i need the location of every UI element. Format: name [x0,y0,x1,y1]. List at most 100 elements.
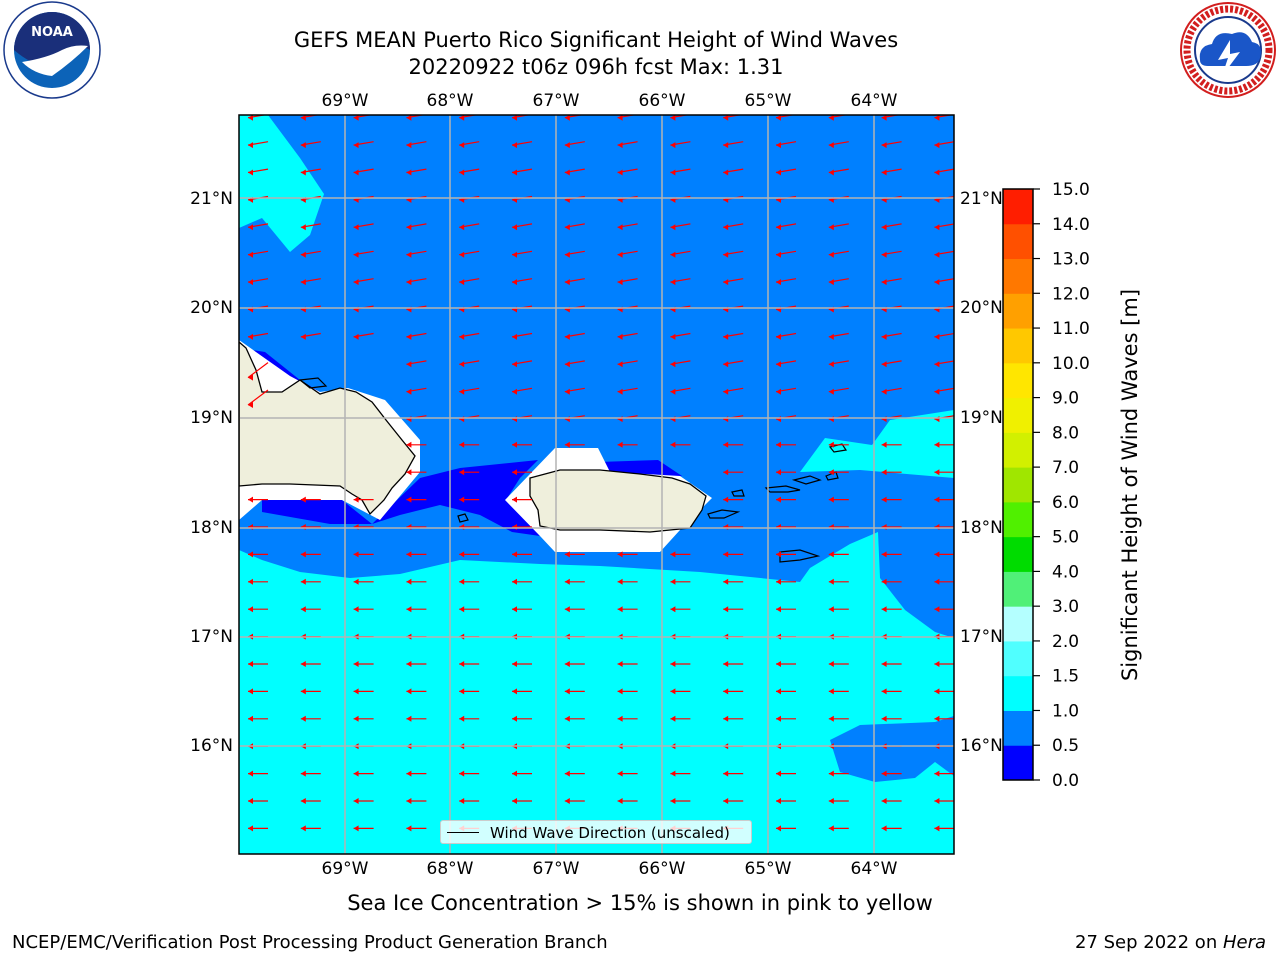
wave-direction-arrowhead [459,661,465,667]
wave-direction-arrowhead [248,551,253,558]
lat-label-right: 20°N [960,298,1003,318]
wave-direction-arrowhead [300,224,306,231]
wave-direction-arrowhead [723,279,729,286]
wave-direction-arrowhead [459,770,465,777]
noaa-logo-icon: NOAA [3,1,101,99]
wave-direction-arrowhead [617,142,623,149]
wave-direction-arrowhead [617,688,623,695]
wave-direction-arrowhead [670,224,676,231]
wave-direction-arrowhead [300,142,306,149]
lon-label-bottom: 65°W [745,859,792,879]
wave-direction-arrowhead [881,688,887,695]
wave-direction-arrowhead [406,688,412,695]
wave-direction-arrowhead [406,388,412,395]
wave-direction-arrowhead [353,770,359,777]
island-outline [731,489,745,497]
wave-direction-arrowhead [723,688,729,695]
wave-direction-arrowhead [300,715,306,722]
lon-label-top: 64°W [851,91,898,111]
wave-direction-arrowhead [934,169,940,176]
lon-label-top: 68°W [427,91,474,111]
wave-direction-arrowhead [881,551,887,558]
wave-direction-arrowhead [828,688,834,695]
wave-direction-arrowhead [723,469,729,476]
wave-direction-arrowhead [353,798,359,804]
wave-direction-arrowhead [934,224,940,231]
wave-direction-arrowhead [828,469,834,476]
wave-direction-arrowhead [300,551,306,558]
wave-direction-arrowhead [353,279,359,286]
wave-direction-arrowhead [459,279,465,286]
wave-direction-arrowhead [512,251,517,258]
island-outline [791,475,822,485]
wave-direction-arrowhead [881,825,887,832]
wave-direction-arrowhead [512,606,517,613]
wave-direction-arrowhead [776,142,781,149]
wave-direction-arrowhead [828,142,834,149]
wave-direction-arrowhead [881,251,887,258]
wave-direction-arrowhead [248,169,253,176]
wave-direction-arrowhead [881,388,887,395]
wave-direction-arrowhead [512,115,517,121]
wave-direction-arrowhead [934,606,940,613]
wave-direction-arrowhead [459,251,465,258]
wave-direction-arrowhead [670,115,676,121]
wave-direction-arrowhead [353,224,359,231]
wave-direction-arrowhead [300,606,306,613]
wave-direction-arrowhead [459,441,465,448]
wave-direction-arrowhead [300,496,306,503]
wave-direction-arrowhead [512,388,517,395]
wave-direction-arrowhead [828,825,834,832]
wave-direction-arrowhead [300,688,306,695]
wave-direction-arrowhead [353,688,359,695]
wave-direction-arrowhead [776,333,781,340]
wave-direction-arrowhead [776,388,781,395]
wave-direction-arrowhead [617,279,623,286]
wave-direction-arrowhead [776,469,781,476]
wave-direction-arrowhead [512,224,517,231]
wave-direction-arrowhead [617,388,623,395]
wave-direction-arrowhead [512,661,517,667]
wave-direction-arrowhead [406,279,412,286]
island-outline [457,513,469,523]
wave-direction-arrowhead [564,770,570,777]
wave-direction-arrowhead [881,142,887,149]
wave-direction-arrowhead [881,279,887,286]
wave-direction-arrowhead [776,496,781,503]
chart-subtitle: 20220922 t06z 096h fcst Max: 1.31 [408,55,784,79]
map-frame [238,114,955,855]
wave-direction-arrowhead [512,169,517,176]
wave-direction-arrowhead [459,551,465,558]
wave-direction-arrowhead [670,441,676,448]
wave-direction-arrowhead [300,333,306,340]
wave-direction-arrowhead [564,578,570,585]
wave-direction-arrowhead [353,715,359,722]
wave-direction-arrowhead [723,715,729,722]
wave-direction-arrowhead [300,279,306,286]
wave-direction-arrowhead [934,441,940,448]
wave-direction-arrowhead [406,169,412,176]
lat-label-left: 16°N [190,736,233,756]
wave-direction-arrowhead [564,798,570,804]
lat-label-right: 21°N [960,189,1003,209]
wave-direction-arrowhead [670,333,676,340]
wave-direction-arrowhead [934,388,940,395]
wave-direction-arrowhead [459,715,465,722]
wave-direction-arrowhead [934,798,940,804]
wave-direction-arrowhead [723,551,729,558]
wave-direction-arrowhead [723,251,729,258]
wave-direction-arrowhead [564,251,570,258]
lon-label-top: 69°W [322,91,369,111]
map-legend: Wind Wave Direction (unscaled) [440,820,752,844]
wave-direction-arrowhead [828,770,834,777]
wave-direction-arrowhead [617,441,623,448]
wave-direction-arrowhead [776,798,781,804]
wave-direction-arrowhead [723,333,729,340]
wave-direction-arrowhead [723,388,729,395]
wave-direction-arrowhead [828,496,834,503]
wave-direction-arrowhead [617,551,623,558]
wave-direction-arrowhead [881,578,887,585]
wave-direction-arrowhead [776,361,781,368]
wave-direction-arrowhead [406,115,412,121]
colorbar-label: Significant Height of Wind Waves [m] [1118,288,1142,682]
